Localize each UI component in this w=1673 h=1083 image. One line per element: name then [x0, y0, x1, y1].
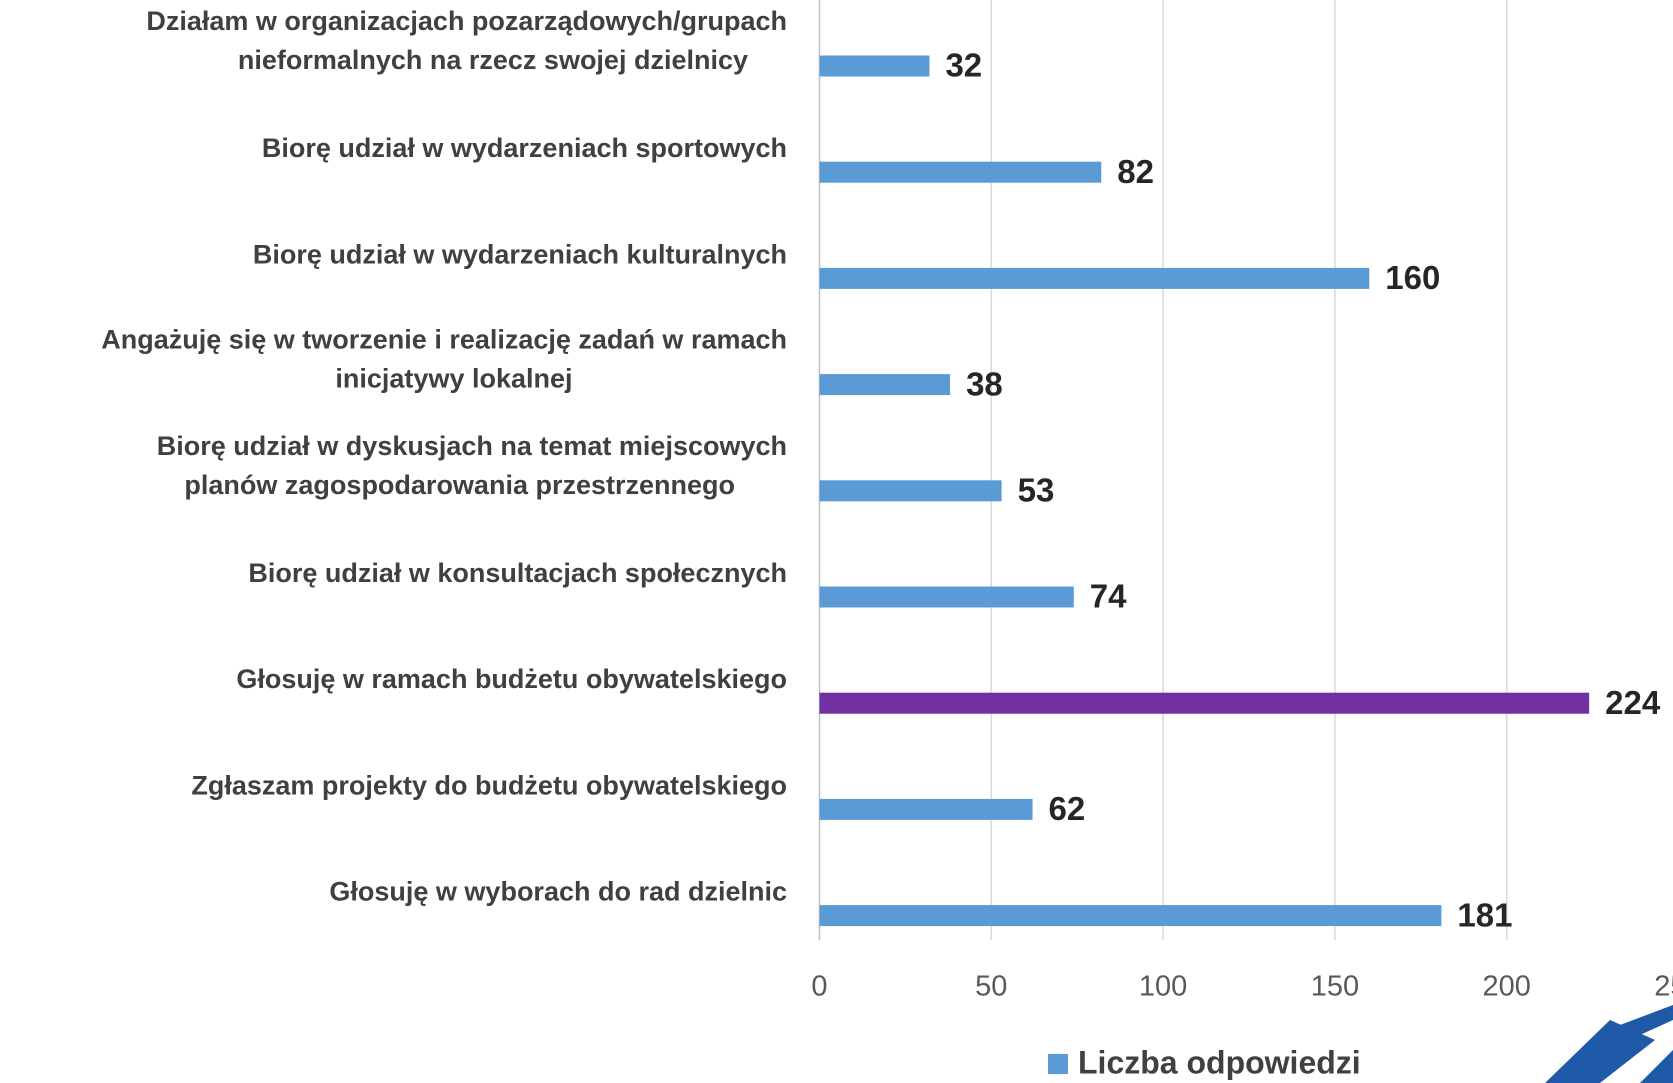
x-tick-label: 250 [1654, 971, 1673, 1003]
category-label: Biorę udział w wydarzeniach sportowych [262, 133, 787, 163]
value-label: 38 [966, 365, 1003, 402]
bar [820, 268, 1370, 289]
value-label: 32 [945, 47, 982, 84]
value-label: 224 [1605, 684, 1661, 721]
x-tick-label: 100 [1139, 971, 1187, 1003]
category-line: nieformalnych na rzecz swojej dzielnicy [238, 45, 748, 75]
bar [820, 587, 1074, 608]
bar [820, 905, 1442, 926]
category-line: Głosuję w ramach budżetu obywatelskiego [236, 664, 787, 694]
bar [820, 56, 930, 77]
x-tick-label: 200 [1483, 971, 1531, 1003]
value-label: 82 [1117, 153, 1154, 190]
value-label: 62 [1049, 790, 1086, 827]
bar [820, 799, 1033, 820]
category-label: Biorę udział w konsultacjach społecznych [248, 558, 787, 588]
value-label: 53 [1018, 472, 1055, 509]
chart: 0 50 100 150 200 250 Działam w organizacjach p… [0, 0, 1673, 1083]
category-line: Angażuję się w tworzenie i realizację za… [101, 325, 787, 355]
category-line: Biorę udział w konsultacjach społecznych [248, 558, 787, 588]
category-label: Działam w organizacjach pozarządowych/gr… [146, 6, 787, 75]
category-label: Biorę udział w wydarzeniach kulturalnych [253, 240, 787, 270]
category-label: Biorę udział w dyskusjach na temat miejs… [157, 431, 787, 500]
x-tick-label: 50 [975, 971, 1007, 1003]
legend-label: Liczba odpowiedzi [1078, 1044, 1361, 1080]
x-tick-label: 150 [1311, 971, 1359, 1003]
bar [820, 480, 1002, 501]
category-label: Zgłaszam projekty do budżetu obywatelski… [191, 771, 787, 801]
category-line: Zgłaszam projekty do budżetu obywatelski… [191, 771, 787, 801]
category-line: Biorę udział w wydarzeniach kulturalnych [253, 240, 787, 270]
legend-swatch [1048, 1054, 1068, 1074]
value-label: 181 [1457, 896, 1512, 933]
x-tick-label: 0 [811, 971, 827, 1003]
category-label: Głosuję w ramach budżetu obywatelskiego [236, 664, 787, 694]
value-label: 74 [1090, 578, 1127, 615]
category-line: inicjatywy lokalnej [335, 364, 572, 394]
value-label: 160 [1385, 259, 1440, 296]
category-line: Biorę udział w wydarzeniach sportowych [262, 133, 787, 163]
category-line: Biorę udział w dyskusjach na temat miejs… [157, 431, 787, 461]
bar [820, 162, 1102, 183]
category-label: Angażuję się w tworzenie i realizację za… [101, 325, 787, 394]
bar [820, 693, 1590, 714]
category-line: Głosuję w wyborach do rad dzielnic [329, 877, 787, 907]
category-line: planów zagospodarowania przestrzennego [184, 470, 735, 500]
category-label: Głosuję w wyborach do rad dzielnic [329, 877, 787, 907]
bar [820, 374, 951, 395]
category-line: Działam w organizacjach pozarządowych/gr… [146, 6, 787, 36]
logo [1545, 1005, 1673, 1083]
